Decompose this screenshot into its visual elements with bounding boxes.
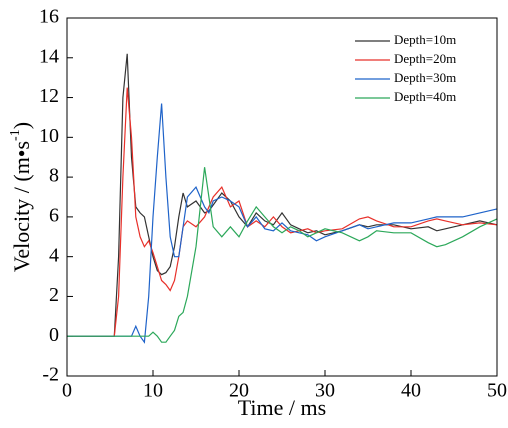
y-tick-label: 8 xyxy=(49,165,59,187)
y-tick-label: 2 xyxy=(49,284,59,306)
y-tick-label: 10 xyxy=(39,125,59,147)
legend-label: Depth=40m xyxy=(394,89,456,104)
x-tick-label: 40 xyxy=(401,380,421,402)
x-axis-label: Time / ms xyxy=(238,395,326,420)
series-line xyxy=(67,53,498,337)
x-tick-label: 10 xyxy=(143,380,163,402)
plot-frame xyxy=(66,17,498,377)
legend-label: Depth=20m xyxy=(394,51,456,66)
y-axis-label: Velocity / (m•s-1) xyxy=(8,122,34,272)
y-label-close: ) xyxy=(9,122,34,129)
x-tick-label: 30 xyxy=(315,380,335,402)
x-tick-label: 20 xyxy=(229,380,249,402)
series-line xyxy=(67,167,498,343)
legend-label: Depth=30m xyxy=(394,70,456,85)
y-label-text: Velocity / (m•s xyxy=(9,141,34,272)
y-tick-label: 6 xyxy=(49,204,59,226)
y-tick-label: 4 xyxy=(49,244,59,266)
x-tick-label: 50 xyxy=(487,380,507,402)
series-line xyxy=(67,87,498,337)
y-tick-label: 16 xyxy=(39,6,59,28)
legend-label: Depth=10m xyxy=(394,32,456,47)
y-tick-label: 14 xyxy=(39,45,59,67)
y-tick-label: -2 xyxy=(42,364,59,386)
y-label-sup: -1 xyxy=(8,129,23,141)
x-tick-label: 0 xyxy=(62,380,72,402)
y-tick-label: 12 xyxy=(39,85,59,107)
y-tick-label: 0 xyxy=(49,324,59,346)
